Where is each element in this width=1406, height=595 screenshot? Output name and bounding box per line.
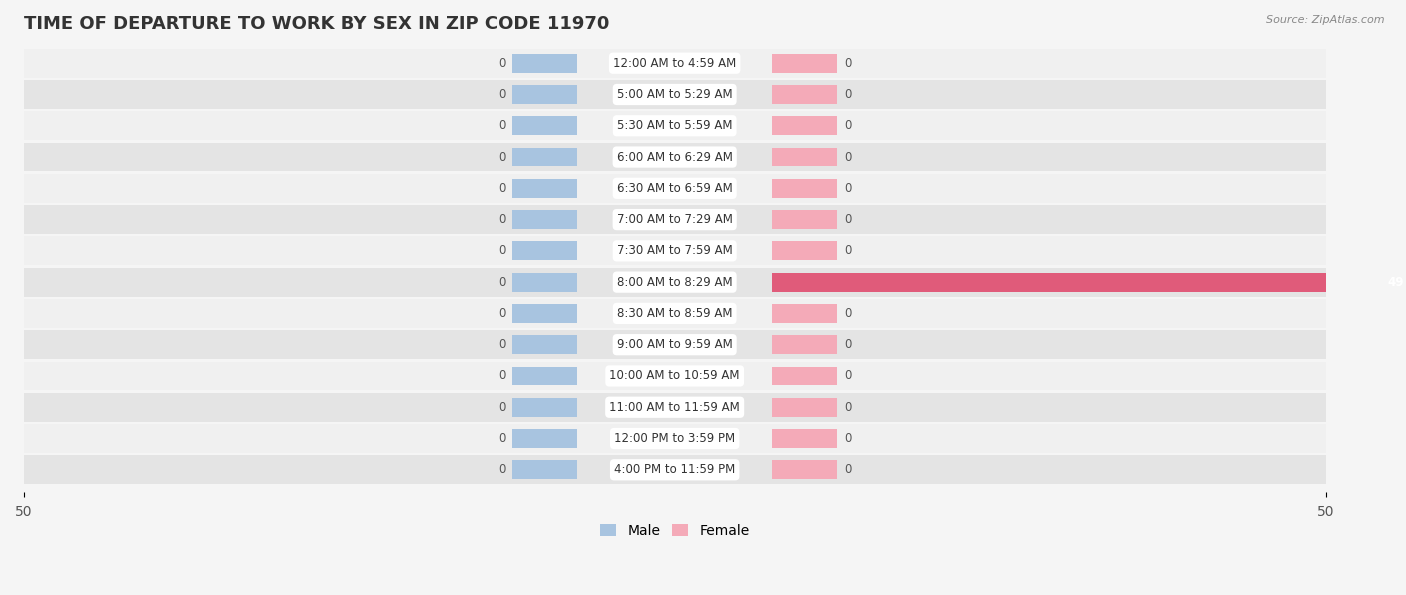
Bar (24, 49, 1326, 77)
Text: 0: 0 (498, 151, 505, 164)
Text: 0: 0 (844, 151, 851, 164)
Bar (512, 273, 576, 292)
Text: 0: 0 (498, 307, 505, 320)
Text: 0: 0 (844, 369, 851, 383)
Text: 12:00 AM to 4:59 AM: 12:00 AM to 4:59 AM (613, 57, 737, 70)
Text: 0: 0 (498, 275, 505, 289)
Text: 0: 0 (498, 57, 505, 70)
Bar (772, 148, 838, 167)
Text: 8:00 AM to 8:29 AM: 8:00 AM to 8:29 AM (617, 275, 733, 289)
Bar (24, 299, 1326, 328)
Bar (772, 461, 838, 479)
Text: Source: ZipAtlas.com: Source: ZipAtlas.com (1267, 15, 1385, 25)
Bar (512, 367, 576, 386)
Text: 0: 0 (498, 401, 505, 414)
Bar (512, 179, 576, 198)
Bar (512, 398, 576, 416)
Bar (24, 268, 1326, 296)
Bar (24, 455, 1326, 484)
Bar (512, 304, 576, 323)
Text: 0: 0 (844, 213, 851, 226)
Text: 0: 0 (844, 57, 851, 70)
Text: TIME OF DEPARTURE TO WORK BY SEX IN ZIP CODE 11970: TIME OF DEPARTURE TO WORK BY SEX IN ZIP … (24, 15, 609, 33)
Bar (24, 393, 1326, 422)
Text: 6:30 AM to 6:59 AM: 6:30 AM to 6:59 AM (617, 182, 733, 195)
Bar (24, 362, 1326, 390)
Text: 0: 0 (498, 119, 505, 132)
Text: 4:00 PM to 11:59 PM: 4:00 PM to 11:59 PM (614, 464, 735, 476)
Text: 0: 0 (844, 119, 851, 132)
Text: 7:30 AM to 7:59 AM: 7:30 AM to 7:59 AM (617, 245, 733, 258)
Bar (24, 205, 1326, 234)
Text: 0: 0 (844, 182, 851, 195)
Text: 9:00 AM to 9:59 AM: 9:00 AM to 9:59 AM (617, 338, 733, 351)
Bar (772, 429, 838, 448)
Legend: Male, Female: Male, Female (595, 518, 755, 543)
Text: 0: 0 (844, 401, 851, 414)
Text: 12:00 PM to 3:59 PM: 12:00 PM to 3:59 PM (614, 432, 735, 445)
Text: 49: 49 (1388, 275, 1403, 289)
Bar (512, 242, 576, 260)
Text: 0: 0 (844, 338, 851, 351)
Text: 0: 0 (844, 307, 851, 320)
Bar (772, 54, 838, 73)
Bar (24, 80, 1326, 109)
Text: 0: 0 (844, 432, 851, 445)
Bar (772, 117, 838, 135)
Text: 0: 0 (498, 245, 505, 258)
Bar (24, 143, 1326, 171)
Text: 7:00 AM to 7:29 AM: 7:00 AM to 7:29 AM (617, 213, 733, 226)
Text: 0: 0 (498, 88, 505, 101)
Bar (24, 236, 1326, 265)
Bar (772, 210, 838, 229)
Bar (772, 398, 838, 416)
Bar (772, 304, 838, 323)
Bar (512, 117, 576, 135)
Text: 10:00 AM to 10:59 AM: 10:00 AM to 10:59 AM (609, 369, 740, 383)
Text: 8:30 AM to 8:59 AM: 8:30 AM to 8:59 AM (617, 307, 733, 320)
Bar (512, 210, 576, 229)
Text: 0: 0 (498, 432, 505, 445)
Text: 0: 0 (844, 464, 851, 476)
Bar (772, 179, 838, 198)
Bar (512, 148, 576, 167)
Bar (772, 367, 838, 386)
Bar (772, 336, 838, 354)
Text: 0: 0 (844, 245, 851, 258)
Bar (24, 330, 1326, 359)
Bar (24, 424, 1326, 453)
Bar (24, 111, 1326, 140)
Text: 11:00 AM to 11:59 AM: 11:00 AM to 11:59 AM (609, 401, 740, 414)
Text: 0: 0 (498, 182, 505, 195)
Bar (512, 429, 576, 448)
Text: 5:30 AM to 5:59 AM: 5:30 AM to 5:59 AM (617, 119, 733, 132)
Text: 5:00 AM to 5:29 AM: 5:00 AM to 5:29 AM (617, 88, 733, 101)
Text: 0: 0 (498, 369, 505, 383)
Text: 0: 0 (844, 88, 851, 101)
Text: 0: 0 (498, 338, 505, 351)
Bar (512, 461, 576, 479)
Bar (772, 242, 838, 260)
Bar (512, 54, 576, 73)
Bar (24, 174, 1326, 203)
Bar (772, 85, 838, 104)
Text: 6:00 AM to 6:29 AM: 6:00 AM to 6:29 AM (617, 151, 733, 164)
Bar (772, 273, 1406, 292)
Bar (512, 336, 576, 354)
Text: 0: 0 (498, 213, 505, 226)
Bar (512, 85, 576, 104)
Text: 0: 0 (498, 464, 505, 476)
